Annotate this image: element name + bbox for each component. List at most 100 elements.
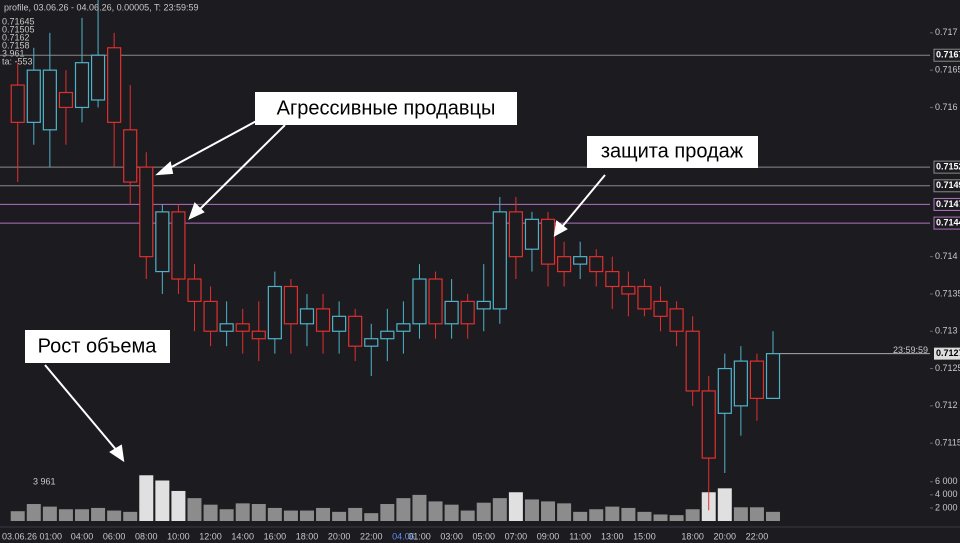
volume-bar (733, 507, 748, 521)
volume-bar (299, 510, 314, 521)
arrow (196, 124, 286, 213)
volume-bar (332, 511, 347, 521)
volume-bar (26, 504, 41, 521)
level-box (933, 48, 960, 62)
arrow-head (155, 161, 174, 176)
volume-bar (155, 480, 170, 521)
side-label: 0.7162 (2, 32, 30, 42)
bottom-left-label: 03.06.26 01:00 (2, 531, 62, 541)
candle-body (235, 323, 250, 332)
volume-bar (669, 515, 684, 521)
candle-body (460, 300, 475, 325)
volume-bar (219, 509, 234, 521)
volume-bar (203, 504, 218, 521)
candle-body (412, 278, 427, 325)
volume-bar (380, 504, 395, 521)
x-tick-label: 14:00 (231, 531, 254, 541)
candle-body (267, 285, 282, 340)
x-tick-label: 20:00 (714, 531, 737, 541)
x-tick-label: 03:00 (440, 531, 463, 541)
candle-body (283, 285, 299, 325)
level-label: 0.7167 (936, 50, 960, 60)
last-price-label: 0.7127 (936, 348, 960, 358)
volume-bar (267, 507, 282, 521)
candle-body (396, 323, 411, 332)
candle-body (203, 300, 218, 332)
annotation-box (25, 330, 170, 363)
x-tick-label: 05:00 (472, 531, 495, 541)
x-tick-label: 20:00 (328, 531, 351, 541)
x-tick-label: 18:00 (681, 531, 704, 541)
candle-body (348, 315, 363, 347)
volume-bar (348, 507, 363, 521)
volume-bar (749, 507, 764, 521)
arrow (560, 174, 606, 229)
volume-bar (42, 506, 57, 521)
x-tick-label: 09:00 (537, 531, 560, 541)
candle-body (251, 330, 266, 340)
volume-bar (541, 501, 556, 521)
x-tick-label: 11:00 (569, 531, 591, 541)
last-price-box (934, 347, 960, 360)
arrow (44, 364, 119, 453)
arrow-head (109, 444, 125, 463)
y-tick-label: 0.7115 (935, 438, 960, 448)
volume-label: 3 961 (33, 476, 56, 486)
axis-strip (930, 0, 960, 543)
volume-bar (685, 509, 700, 521)
volume-bar (717, 488, 732, 521)
candle-body (171, 211, 186, 280)
candle-body (42, 69, 57, 131)
x-tick-label: 22:00 (746, 531, 769, 541)
candle-body (669, 308, 684, 332)
candle-body (653, 300, 668, 317)
x-tick-label: 22:00 (360, 531, 383, 541)
level-label: 0.71445 (936, 217, 960, 227)
arrow (165, 117, 263, 171)
y-tick-label: 0.7125 (935, 363, 960, 373)
volume-tick-label: 4 000 (935, 489, 958, 499)
level-box (933, 216, 960, 230)
volume-bar (508, 492, 523, 521)
volume-bar (364, 513, 379, 521)
volume-bar (235, 503, 250, 521)
x-tick-label: 10:00 (167, 531, 190, 541)
volume-bar (91, 507, 106, 521)
candle-body (765, 353, 781, 399)
candle-body (556, 256, 572, 273)
volume-bar (573, 511, 588, 521)
volume-bar (123, 511, 138, 521)
candle-body (444, 300, 459, 325)
candle-body (90, 54, 106, 101)
level-label: 0.71495 (936, 180, 960, 190)
candle-body (74, 62, 90, 109)
candle-body (332, 315, 347, 332)
candle-body (573, 256, 588, 265)
candle-body (380, 330, 395, 340)
volume-bar (766, 511, 781, 521)
candle-body (123, 129, 138, 183)
candle-body (219, 323, 234, 332)
volume-bar (75, 509, 89, 521)
arrow-head (553, 220, 568, 237)
candle-body (155, 211, 170, 273)
candle-body (508, 211, 523, 258)
volume-bar (283, 510, 298, 521)
volume-bar (605, 506, 620, 521)
candle-body (540, 218, 556, 265)
candle-body (26, 69, 41, 123)
x-tick-label: 12:00 (199, 531, 222, 541)
candle-body (315, 308, 331, 332)
x-tick-label: 04.06 (392, 531, 415, 541)
y-tick-label: 0.7165 (935, 65, 960, 75)
volume-bar (444, 504, 459, 521)
volume-bar (396, 498, 411, 521)
annotation-box (587, 136, 758, 168)
candle-body (621, 285, 636, 295)
candle-body (187, 278, 202, 303)
candle-body (428, 278, 443, 325)
volume-bar (460, 510, 475, 521)
volume-bar (412, 494, 427, 521)
